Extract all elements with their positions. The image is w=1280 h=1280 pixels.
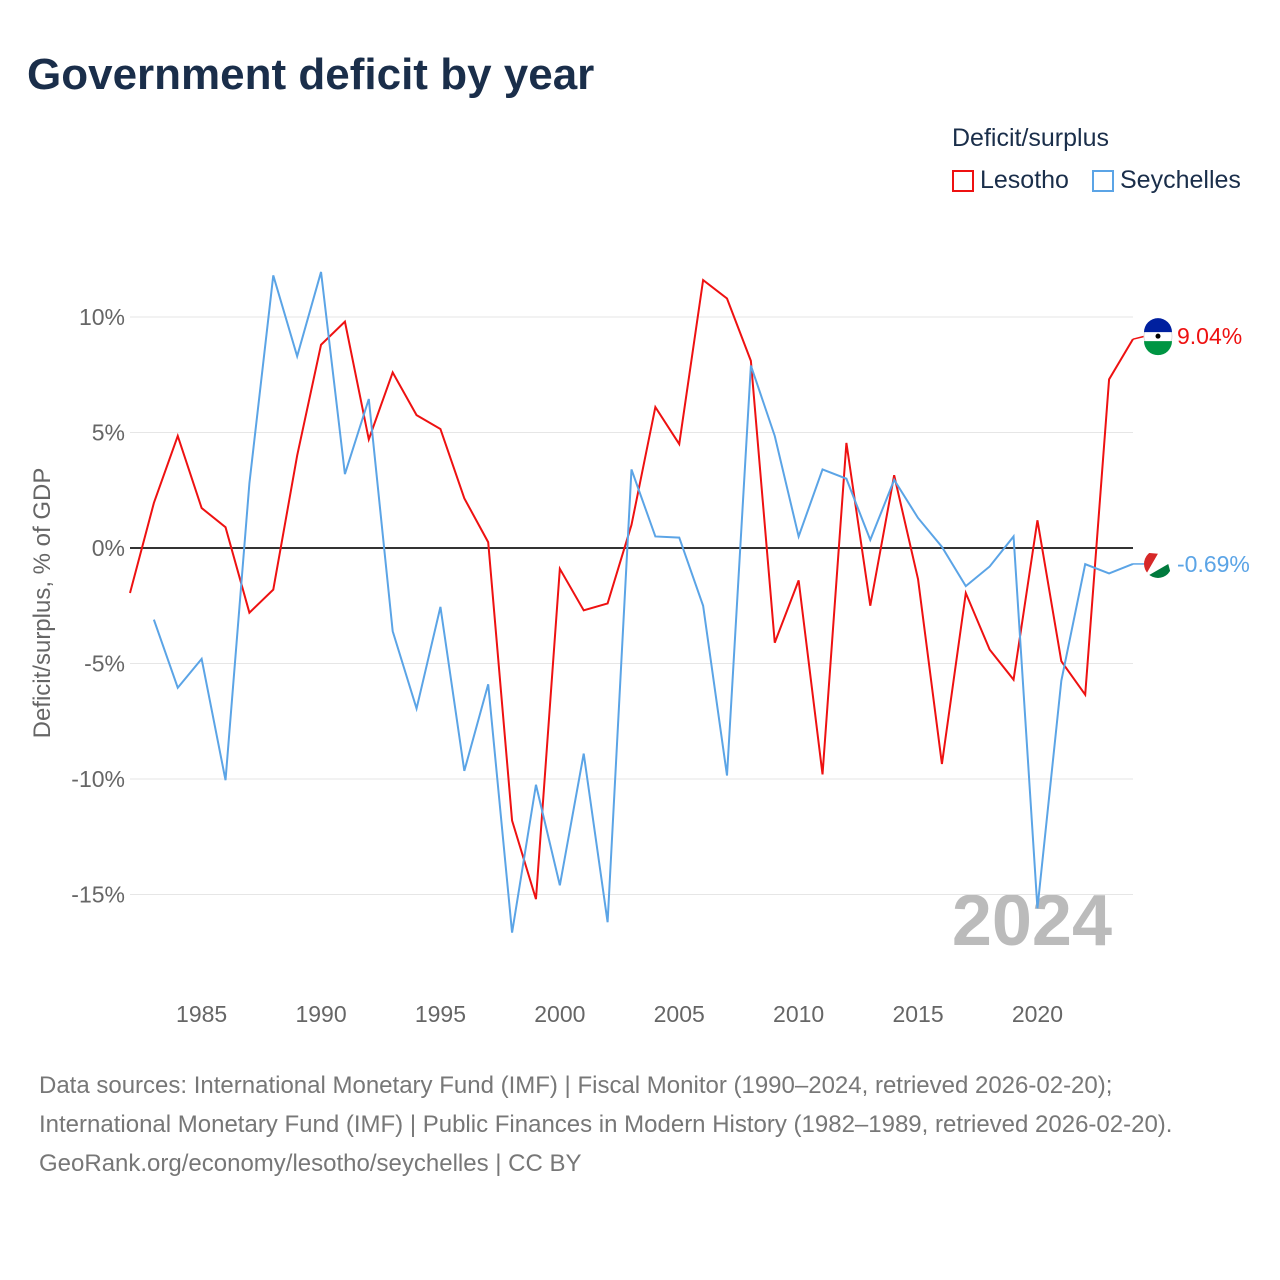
y-tick-label: -10% <box>71 766 125 792</box>
end-value-label: -0.69% <box>1177 551 1250 577</box>
x-tick-label: 2020 <box>1012 1001 1063 1027</box>
flag-ray <box>1144 553 1169 578</box>
x-tick-label: 2010 <box>773 1001 824 1027</box>
x-tick-label: 1990 <box>295 1001 346 1027</box>
y-tick-label: 10% <box>79 304 125 330</box>
seychelles-flag-icon <box>1144 549 1172 578</box>
y-tick-label: 0% <box>92 535 125 561</box>
y-axis-label: Deficit/surplus, % of GDP <box>29 468 56 739</box>
chart-title: Government deficit by year <box>27 50 595 99</box>
legend-swatch <box>1092 169 1114 192</box>
end-value-label: 9.04% <box>1177 323 1242 349</box>
flag-hat <box>1155 333 1161 339</box>
x-tick-label: 1985 <box>176 1001 227 1027</box>
lesotho-flag-icon <box>1143 318 1173 356</box>
year-watermark: 2024 <box>952 881 1112 961</box>
x-tick-label: 2005 <box>654 1001 705 1027</box>
legend-title: Deficit/surplus <box>952 124 1109 152</box>
series-line-lesotho <box>129 278 1134 900</box>
y-tick-label: -15% <box>71 882 125 908</box>
legend-item-lesotho[interactable]: Lesotho <box>952 166 1069 195</box>
legend-item-seychelles[interactable]: Seychelles <box>1092 166 1241 195</box>
plot-area: 2024 Deficit/surplus, % of GDP 10% 5% 0% -5… <box>29 271 1250 1027</box>
footer: Data sources: International Monetary Fun… <box>39 1066 1239 1183</box>
flag-ray <box>1144 563 1172 578</box>
x-tick-label: 2000 <box>534 1001 585 1027</box>
series-line-seychelles <box>152 271 1134 933</box>
x-tick-label: 2015 <box>892 1001 943 1027</box>
legend-label: Seychelles <box>1120 166 1241 194</box>
legend-swatch <box>952 169 974 192</box>
x-tick-label: 1995 <box>415 1001 466 1027</box>
flag-ray <box>1144 551 1158 578</box>
data-sources: Data sources: International Monetary Fun… <box>39 1072 1173 1138</box>
flag-band <box>1144 318 1172 333</box>
credit-link[interactable]: GeoRank.org/economy/lesotho/seychelles |… <box>39 1150 582 1177</box>
y-tick-label: 5% <box>92 420 125 446</box>
end-connector <box>1132 335 1146 340</box>
legend-label: Lesotho <box>980 166 1069 194</box>
flag-band <box>1144 341 1172 356</box>
y-tick-label: -5% <box>84 651 125 677</box>
